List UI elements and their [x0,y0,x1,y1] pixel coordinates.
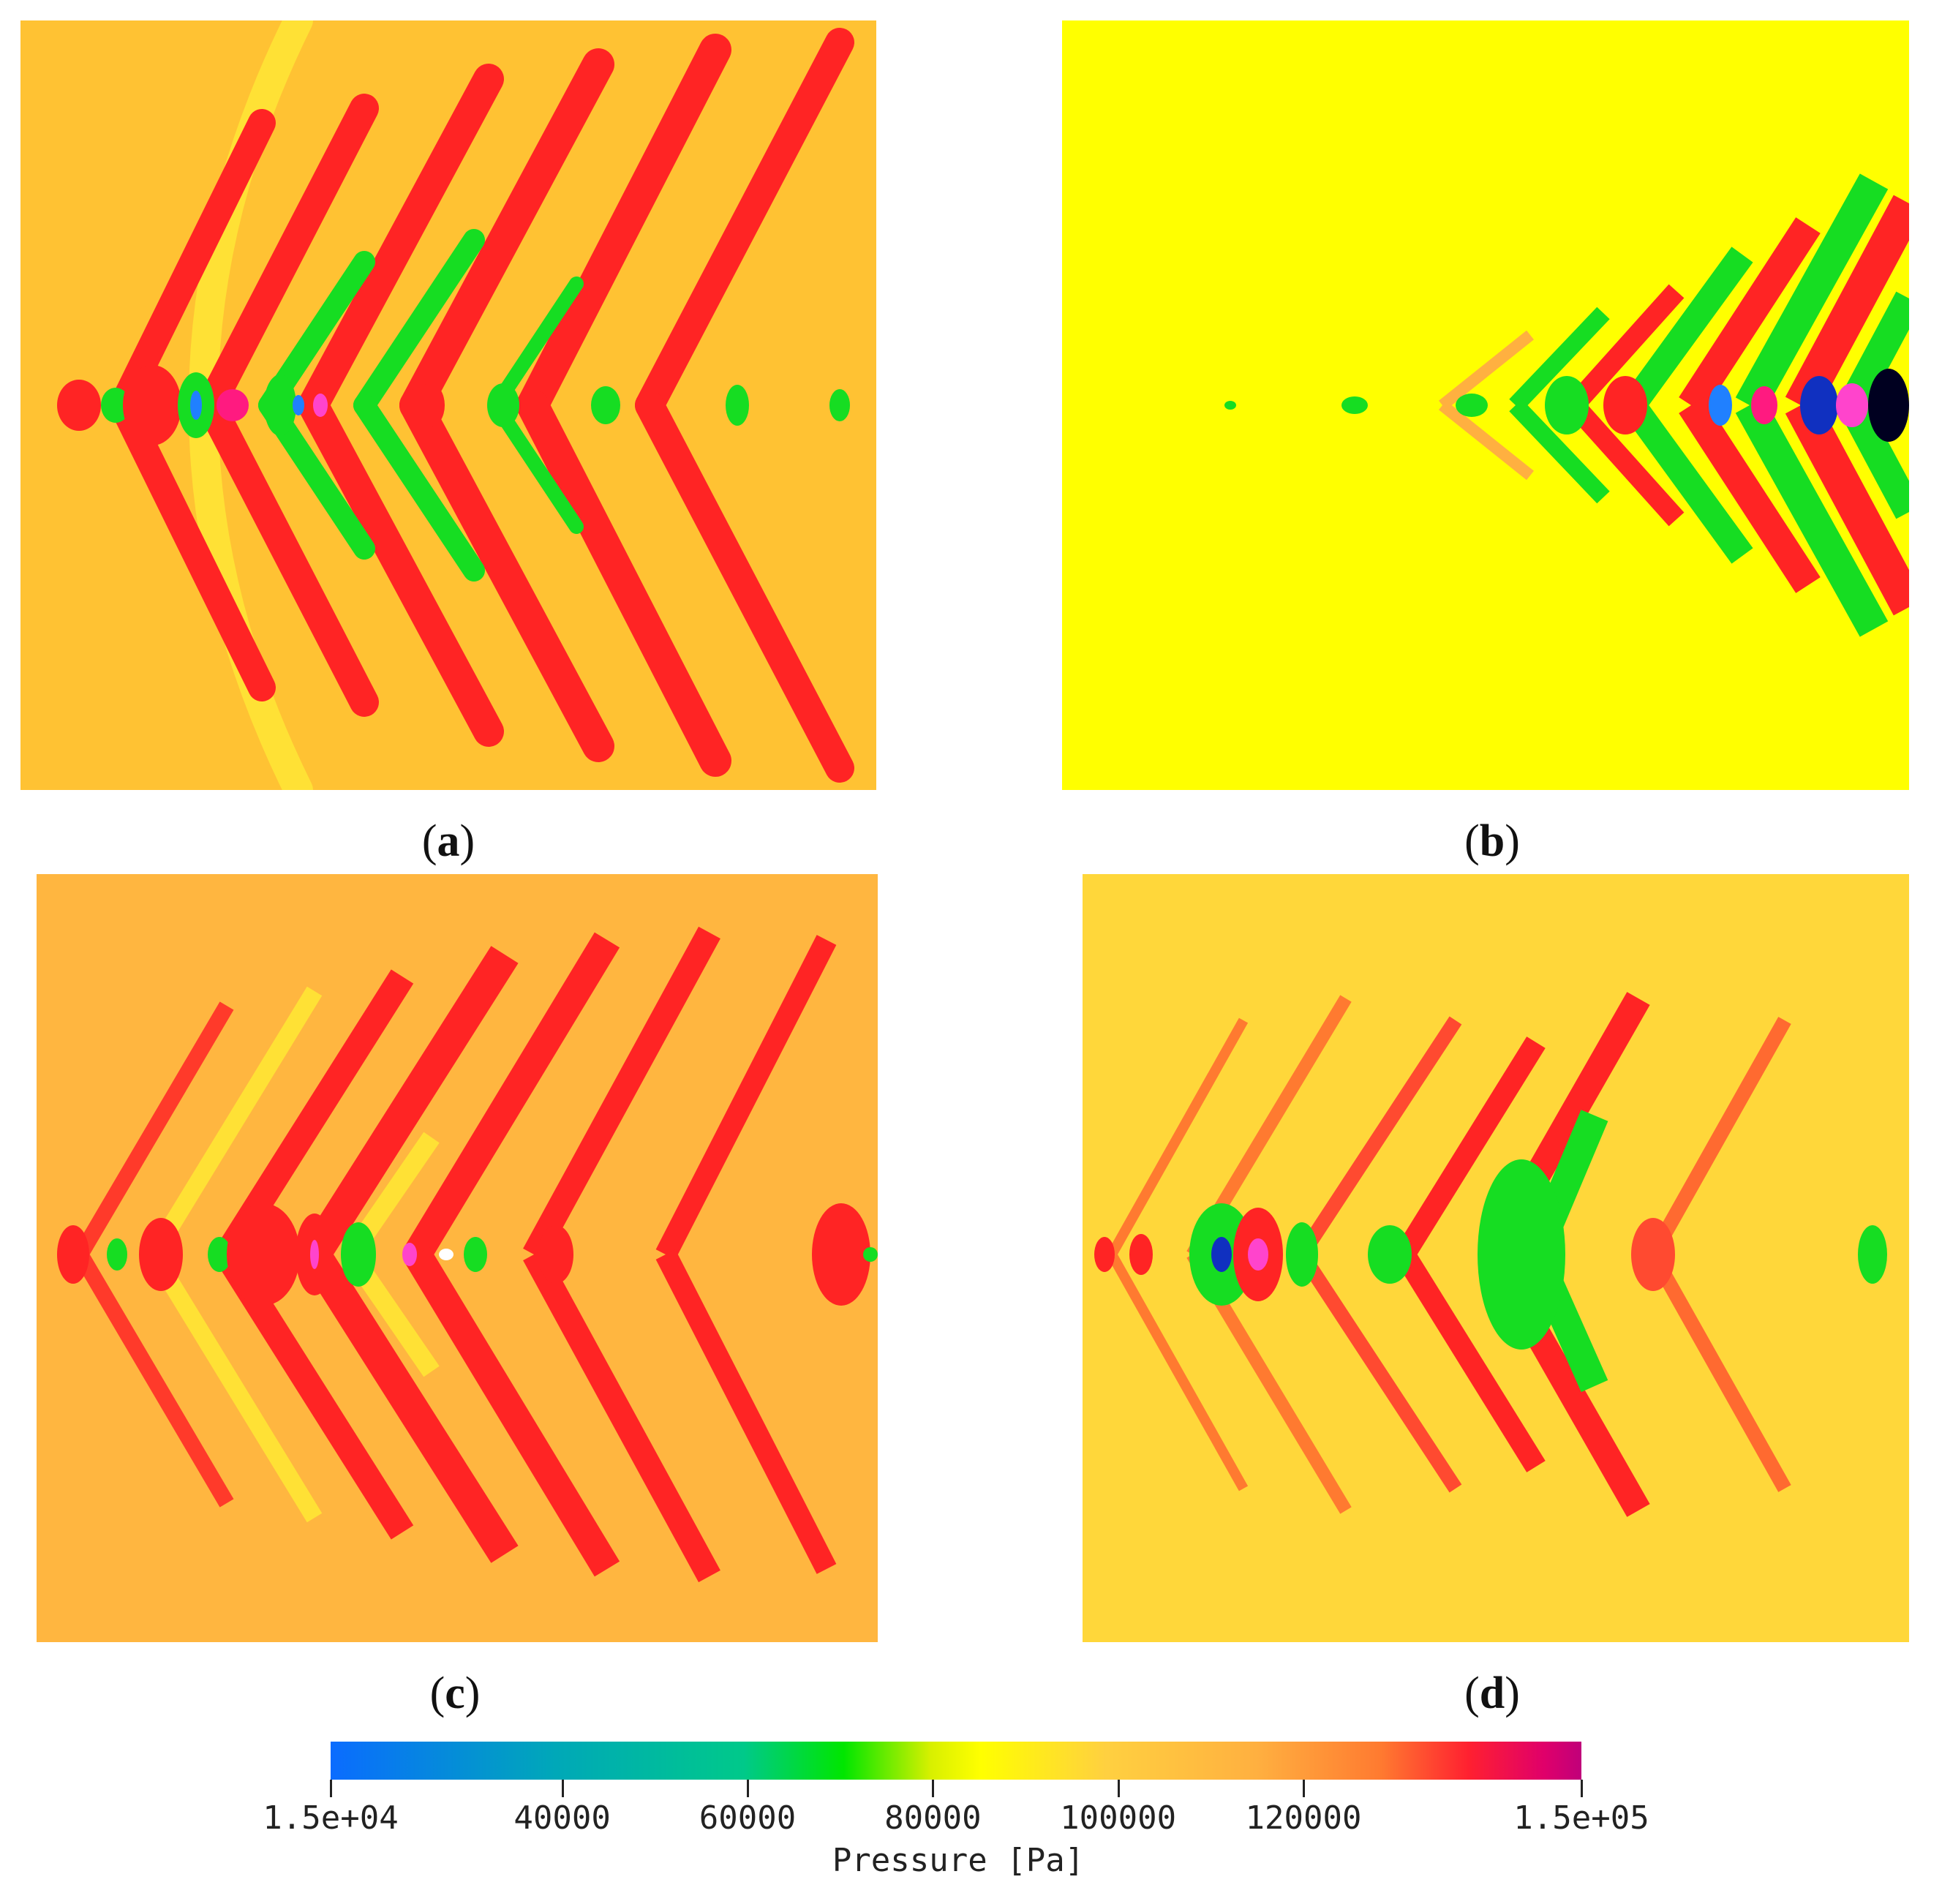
centerline-features-c [57,1203,878,1306]
caption-paren: ) [464,1668,481,1718]
caption-paren: ( [429,1668,445,1718]
caption-letter: a [437,816,460,866]
colorbar-tick-label: 1.5e+04 [263,1799,399,1837]
caption-paren: ) [459,816,475,866]
caption-paren: ( [421,816,437,866]
colorbar-tick-label: 1.5e+05 [1513,1799,1649,1837]
pressure-contour-panel-c [37,874,878,1642]
colorbar-tick-label: 80000 [884,1799,982,1837]
colorbar-tick-label: 100000 [1060,1799,1177,1837]
pressure-field-b [1062,20,1909,790]
colorbar-tick-label: 40000 [513,1799,611,1837]
colorbar-tick [932,1780,935,1797]
caption-paren: ) [1505,816,1520,866]
centerline-features-d [1094,1159,1887,1350]
caption-paren: ( [1464,816,1480,866]
pressure-contour-panel-a [20,20,876,790]
centerline-features-a [57,365,850,445]
colorbar-tick [1117,1780,1120,1797]
caption-letter: c [445,1668,465,1718]
colorbar-tick [747,1780,749,1797]
colorbar-tick-label: 120000 [1245,1799,1362,1837]
panel-c-caption: (c) [382,1668,528,1720]
colorbar-tick-label: 60000 [699,1799,797,1837]
pressure-field-c [37,874,878,1642]
colorbar-tick [330,1780,332,1797]
colorbar-title: Pressure [Pa] [832,1842,1085,1879]
colorbar-tick [1581,1780,1583,1797]
pressure-contour-panel-d [1083,874,1909,1642]
panel-a-caption: (a) [375,816,522,868]
pressure-field-a [20,20,876,790]
caption-letter: d [1479,1668,1505,1718]
panel-b-caption: (b) [1419,816,1565,868]
caption-letter: b [1479,816,1505,866]
colorbar-tick [561,1780,564,1797]
pressure-contour-panel-b [1062,20,1909,790]
pressure-field-d [1083,874,1909,1642]
pressure-colorbar [331,1742,1581,1780]
caption-paren: ) [1505,1668,1520,1718]
panel-d-caption: (d) [1419,1668,1565,1720]
centerline-features-b [1224,369,1909,442]
colorbar-tick [1303,1780,1305,1797]
caption-paren: ( [1464,1668,1480,1718]
